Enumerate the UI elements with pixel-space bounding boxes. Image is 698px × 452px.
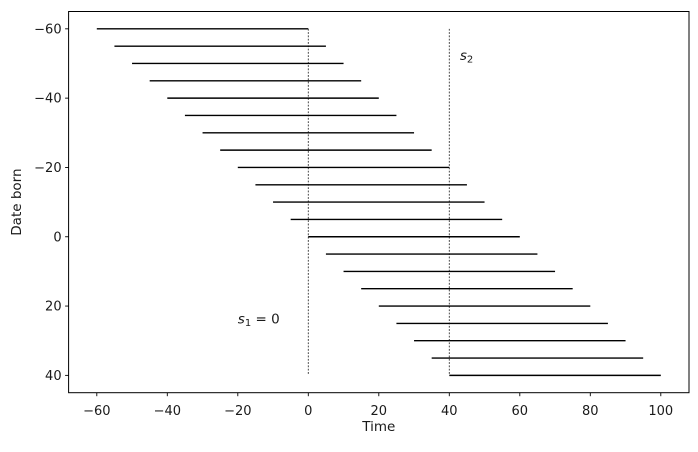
x-tick-label: −40 — [154, 404, 181, 419]
x-tick-label: 60 — [512, 404, 529, 419]
lifespan-lines — [96, 28, 661, 377]
s2-annotation-base: s — [460, 48, 467, 64]
s1-annotation-subscript: 1 — [245, 318, 251, 329]
s2-annotation: s2 — [460, 48, 473, 66]
s1-annotation-rest: = 0 — [251, 311, 279, 327]
y-tick-label: −40 — [34, 92, 61, 107]
x-axis-ticks: −60 −40 −20 0 20 40 60 80 100 — [83, 392, 673, 419]
plot-area-border — [68, 11, 690, 394]
y-tick-label: −20 — [34, 161, 61, 176]
y-axis-label: Date born — [9, 168, 25, 235]
x-tick-label: 80 — [582, 404, 599, 419]
x-axis-label: Time — [361, 419, 395, 435]
x-tick-label: 100 — [648, 404, 673, 419]
x-tick-label: 20 — [371, 404, 388, 419]
s2-annotation-subscript: 2 — [467, 55, 473, 66]
x-tick-label: −20 — [224, 404, 251, 419]
y-tick-label: 0 — [53, 230, 61, 245]
x-tick-label: −60 — [83, 404, 110, 419]
s1-annotation: s1 = 0 — [238, 311, 280, 329]
y-axis-ticks: −60 −40 −20 0 20 40 — [34, 22, 69, 384]
x-tick-label: 0 — [304, 404, 312, 419]
x-tick-label: 40 — [441, 404, 458, 419]
s1-annotation-base: s — [238, 311, 245, 327]
y-tick-label: −60 — [34, 22, 61, 37]
y-tick-label: 40 — [45, 369, 62, 384]
y-tick-label: 20 — [45, 300, 62, 315]
